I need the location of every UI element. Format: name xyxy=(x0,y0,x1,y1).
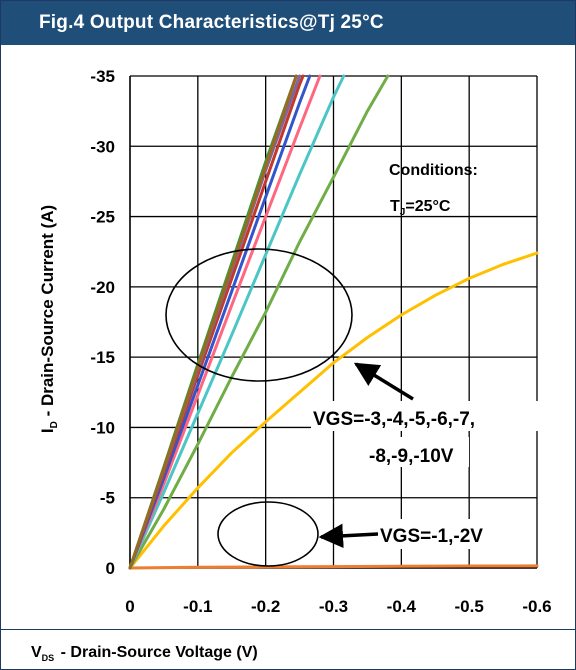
conditions-label: Conditions: xyxy=(389,162,478,179)
x-axis-label-rest: - Drain-Source Voltage (V) xyxy=(56,644,258,661)
x-tick-label: -0.4 xyxy=(387,597,417,616)
callout-arrow-high xyxy=(356,364,413,399)
y-axis-label-sub: D xyxy=(49,421,60,428)
conditions-temp-main: T xyxy=(390,198,400,215)
plot-svg: 0 -0.1 -0.2 -0.3 -0.4 -0.5 -0.6 0 -5 -10 -15 -20 -2… xyxy=(1,1,575,629)
y-tick-label: -15 xyxy=(90,348,115,367)
y-tick-label: -20 xyxy=(90,278,115,297)
y-tick-label: -35 xyxy=(90,67,115,86)
series-line-4 xyxy=(130,76,344,568)
vgs-low-label: VGS=-1,-2V xyxy=(380,526,483,547)
y-tick-label: -30 xyxy=(90,137,115,156)
x-axis-title-bar: VDS - Drain-Source Voltage (V) xyxy=(1,629,575,670)
y-axis-label: ID - Drain-Source Current (A) xyxy=(38,205,60,433)
x-axis-label-sub: DS xyxy=(42,653,55,663)
vgs-high-label-line1: VGS=-3,-4,-5,-6,-7, xyxy=(313,409,475,430)
y-axis-label-rest: - Drain-Source Current (A) xyxy=(38,205,57,421)
x-tick-label: -0.6 xyxy=(522,597,551,616)
x-axis-label-main: V xyxy=(31,644,42,661)
x-tick-label: -0.5 xyxy=(455,597,484,616)
series-line-10 xyxy=(130,76,296,568)
x-tick-label: -0.2 xyxy=(251,597,280,616)
y-tick-label: -5 xyxy=(100,489,115,508)
vgs-high-label-line2: -8,-9,-10V xyxy=(369,446,454,467)
y-tick-label: -25 xyxy=(90,208,115,227)
callout-ellipse-low xyxy=(218,502,318,566)
y-tick-label: -10 xyxy=(90,418,115,437)
x-tick-label: 0 xyxy=(125,597,134,616)
conditions-temp-rest: =25°C xyxy=(405,198,451,215)
y-tick-label: 0 xyxy=(106,559,115,578)
series-line-3 xyxy=(130,76,388,568)
x-tick-label: -0.1 xyxy=(183,597,212,616)
conditions-temp: TJ=25°C xyxy=(390,198,451,218)
callout-arrow-low xyxy=(321,534,378,537)
x-tick-labels: 0 -0.1 -0.2 -0.3 -0.4 -0.5 -0.6 xyxy=(125,597,551,616)
x-axis-label: VDS - Drain-Source Voltage (V) xyxy=(31,644,258,663)
x-tick-label: -0.3 xyxy=(319,597,348,616)
y-tick-labels: 0 -5 -10 -15 -20 -25 -30 -35 xyxy=(90,67,115,578)
